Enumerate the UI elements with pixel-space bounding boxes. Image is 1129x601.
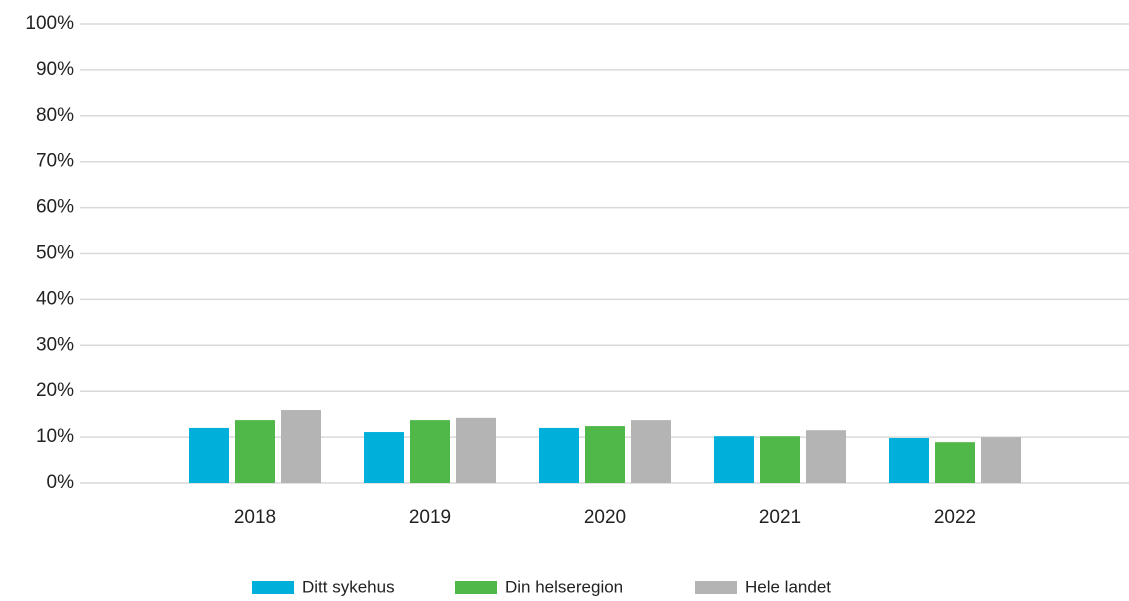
x-tick-label: 2022 xyxy=(934,507,976,528)
legend-swatch xyxy=(455,581,497,594)
bar xyxy=(189,427,229,483)
y-tick-label: 70% xyxy=(36,151,74,172)
bar xyxy=(806,430,846,483)
y-tick-label: 80% xyxy=(36,105,74,126)
y-tick-label: 10% xyxy=(36,426,74,447)
bar xyxy=(235,420,275,483)
y-tick-label: 40% xyxy=(36,288,74,309)
bar xyxy=(364,432,404,483)
y-tick-label: 20% xyxy=(36,380,74,401)
x-tick-label: 2020 xyxy=(584,507,626,528)
y-tick-label: 0% xyxy=(47,472,75,493)
legend-label: Ditt sykehus xyxy=(302,577,395,596)
bar xyxy=(585,426,625,483)
bar xyxy=(539,427,579,483)
bar xyxy=(631,420,671,483)
x-tick-label: 2021 xyxy=(759,507,801,528)
bar xyxy=(889,438,929,483)
bar xyxy=(714,436,754,483)
y-tick-label: 90% xyxy=(36,59,74,80)
y-tick-label: 50% xyxy=(36,243,74,264)
y-tick-label: 100% xyxy=(25,13,74,34)
bar xyxy=(410,420,450,483)
legend-swatch xyxy=(695,581,737,594)
legend-label: Hele landet xyxy=(745,577,831,596)
bar xyxy=(456,417,496,483)
x-tick-label: 2018 xyxy=(234,507,276,528)
y-tick-label: 60% xyxy=(36,197,74,218)
x-tick-label: 2019 xyxy=(409,507,451,528)
bar xyxy=(760,436,800,483)
legend-label: Din helseregion xyxy=(505,577,623,596)
bar xyxy=(981,437,1021,483)
y-tick-label: 30% xyxy=(36,334,74,355)
bar xyxy=(935,442,975,483)
legend-swatch xyxy=(252,581,294,594)
bar xyxy=(281,410,321,483)
